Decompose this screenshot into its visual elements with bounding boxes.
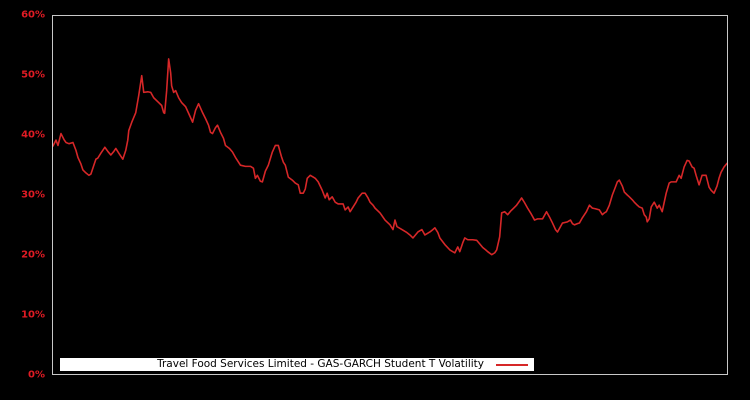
legend-label: Travel Food Services Limited - GAS-GARCH…: [157, 358, 484, 370]
volatility-line: [53, 58, 727, 256]
y-tick-label: 60%: [21, 9, 45, 21]
y-tick-label: 0%: [28, 369, 45, 381]
y-tick-label: 20%: [21, 249, 45, 261]
legend-line-sample: [496, 363, 528, 366]
y-tick-label: 10%: [21, 309, 45, 321]
legend: Travel Food Services Limited - GAS-GARCH…: [60, 358, 534, 371]
plot-area: Travel Food Services Limited - GAS-GARCH…: [52, 15, 728, 375]
y-tick-label: 50%: [21, 69, 45, 81]
y-axis: 0% 10% 20% 30% 40% 50% 60%: [0, 0, 48, 400]
y-tick-label: 40%: [21, 129, 45, 141]
y-tick-label: 30%: [21, 189, 45, 201]
volatility-line-svg: [53, 58, 727, 256]
